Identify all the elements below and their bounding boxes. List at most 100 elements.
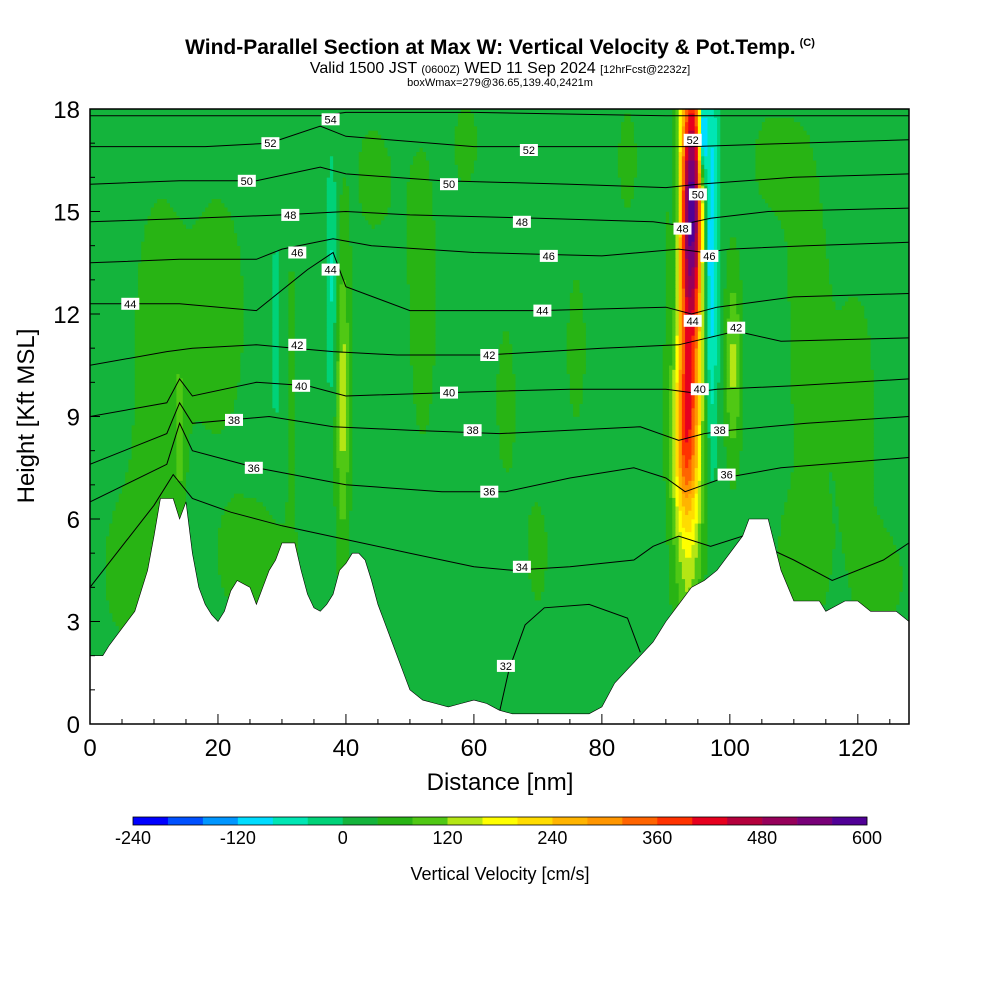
velocity-cell [90,275,139,281]
contour-label: 40 [690,383,709,396]
velocity-cell [669,446,673,451]
velocity-cell [496,399,516,404]
velocity-cell [435,232,667,238]
velocity-cell [294,313,328,319]
velocity-cell [701,416,705,422]
velocity-cell [675,552,680,558]
velocity-cell [729,352,737,358]
contour-label: 38 [710,424,729,437]
velocity-cell [736,360,740,366]
velocity-cell [352,480,667,486]
velocity-cell [349,535,529,541]
velocity-cell [742,377,792,383]
velocity-cell [336,411,340,417]
velocity-cell [457,112,475,118]
velocity-cell [678,373,683,379]
velocity-cell [573,288,580,293]
velocity-cell [387,147,420,153]
velocity-cell [326,232,337,238]
velocity-cell [685,548,692,554]
velocity-cell [710,159,715,165]
velocity-cell [189,441,289,447]
velocity-cell [678,360,683,366]
velocity-cell [704,501,708,507]
velocity-cell [678,446,683,451]
velocity-cell [675,262,680,268]
velocity-cell [697,292,702,298]
velocity-cell [701,262,705,268]
velocity-cell [685,493,689,498]
velocity-cell [672,373,676,379]
velocity-cell [90,177,328,182]
velocity-cell [704,488,708,494]
velocity-cell [288,377,296,383]
velocity-cell [278,279,289,285]
velocity-cell [624,198,632,204]
velocity-cell [435,347,500,353]
velocity-cell [672,531,676,537]
velocity-cell [697,360,702,366]
velocity-cell [688,296,696,302]
velocity-cell [637,151,673,157]
velocity-cell [176,424,184,430]
velocity-cell [720,134,760,140]
velocity-cell [665,322,673,328]
velocity-cell [90,399,136,404]
velocity-cell [329,168,334,174]
velocity-cell [691,458,696,464]
velocity-cell [697,399,702,404]
velocity-cell [352,253,408,259]
velocity-cell [873,446,909,451]
velocity-cell [681,262,686,268]
velocity-cell [278,394,289,400]
velocity-cell [678,211,683,217]
velocity-cell [333,283,337,289]
velocity-cell [704,266,708,272]
velocity-cell [701,369,705,375]
velocity-cell [694,458,699,464]
velocity-cell [195,219,235,225]
velocity-cell [691,266,696,272]
velocity-cell [675,288,680,293]
velocity-cell [681,407,686,413]
velocity-cell [339,386,347,392]
velocity-cell [349,522,529,528]
contour-label-bg [727,321,746,334]
velocity-cell [672,109,676,114]
velocity-cell [349,364,353,370]
velocity-cell [326,194,337,199]
velocity-cell [678,296,683,302]
velocity-cell [736,343,740,349]
velocity-cell [429,407,497,413]
velocity-cell [621,194,635,199]
velocity-cell [333,369,337,375]
velocity-cell [512,347,568,353]
contour-label: 34 [512,560,531,574]
velocity-cell [237,236,328,242]
velocity-cell [294,458,334,464]
velocity-cell [707,488,788,494]
velocity-cell [697,364,702,370]
velocity-cell [285,514,296,520]
velocity-cell [473,117,625,123]
velocity-cell [569,399,584,404]
velocity-cell [288,390,296,396]
velocity-cell [413,399,433,404]
velocity-cell [681,219,686,225]
velocity-cell [697,283,702,289]
velocity-cell [729,377,737,383]
velocity-cell [701,364,705,370]
velocity-cell [665,296,676,302]
velocity-cell [339,433,347,439]
velocity-cell [361,202,392,208]
velocity-cell [90,458,129,464]
velocity-cell [406,266,436,272]
velocity-cell [294,599,670,605]
velocity-cell [185,471,289,477]
velocity-cell [505,467,510,473]
velocity-cell [720,300,724,306]
velocity-cell [144,232,238,238]
velocity-cell [90,194,328,199]
velocity-cell [691,373,696,379]
velocity-cell [678,266,683,272]
